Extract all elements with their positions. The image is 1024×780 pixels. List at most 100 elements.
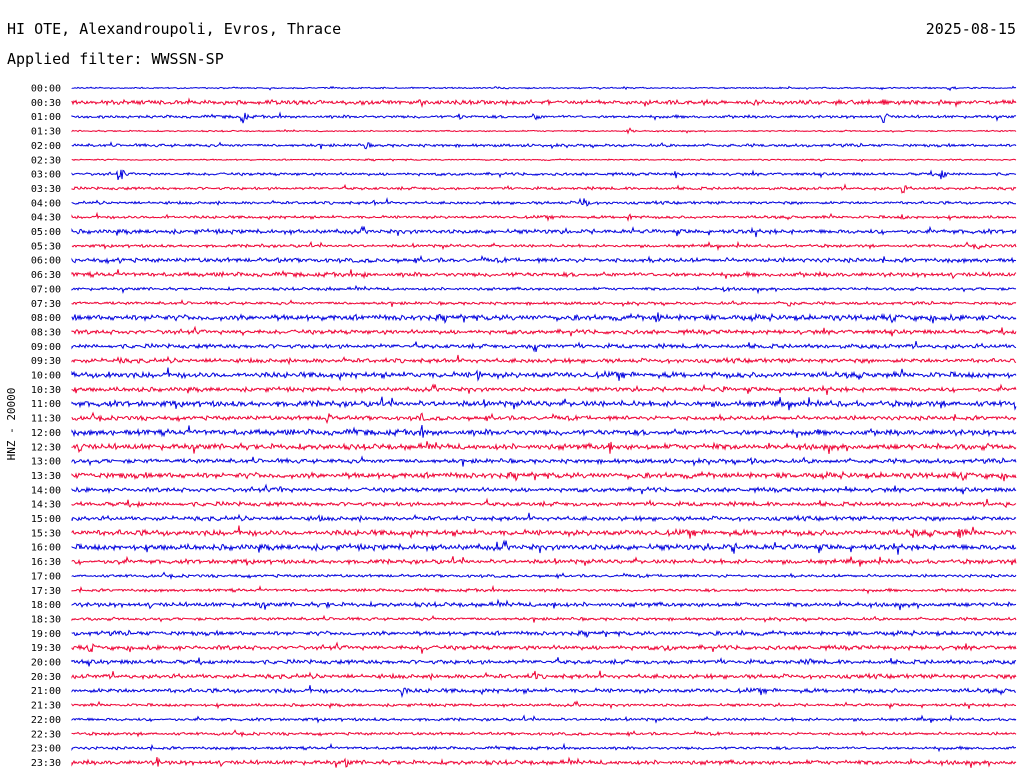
trace-line: [71, 141, 1017, 150]
time-tick-label: 02:00: [31, 141, 61, 152]
trace-line: [71, 299, 1017, 308]
trace-line: [71, 269, 1017, 280]
trace-line: [71, 411, 1017, 425]
y-axis-label: HNZ - 20000: [5, 388, 18, 461]
time-tick-label: 20:00: [31, 658, 61, 669]
time-tick-label: 17:00: [31, 571, 61, 582]
trace-line: [71, 714, 1017, 724]
time-tick-label: 06:30: [31, 270, 61, 281]
trace-line: [71, 641, 1017, 654]
trace-line: [71, 497, 1017, 509]
time-tick-label: 20:30: [31, 672, 61, 683]
time-tick-label: 22:00: [31, 715, 61, 726]
time-tick-label: 04:00: [31, 198, 61, 209]
trace-line: [71, 340, 1017, 353]
trace-line: [71, 571, 1017, 580]
trace-line: [71, 367, 1017, 382]
trace-line: [71, 169, 1017, 181]
trace-line: [71, 455, 1017, 467]
time-tick-label: 06:00: [31, 256, 61, 267]
trace-line: [71, 240, 1017, 252]
station-title: HI OTE, Alexandroupoli, Evros, Thrace: [7, 20, 342, 38]
time-tick-label: 21:00: [31, 686, 61, 697]
trace-line: [71, 700, 1017, 710]
trace-line: [71, 729, 1017, 738]
trace-line: [71, 383, 1017, 395]
time-tick-label: 07:30: [31, 299, 61, 310]
time-tick-label: 15:00: [31, 514, 61, 525]
trace-line: [71, 97, 1017, 108]
trace-line: [71, 197, 1016, 207]
time-tick-label: 01:00: [31, 112, 61, 123]
time-tick-label: 03:00: [31, 170, 61, 181]
trace-line: [71, 325, 1017, 337]
trace-line: [71, 756, 1017, 768]
trace-line: [71, 614, 1017, 623]
time-tick-label: 05:00: [31, 227, 61, 238]
time-tick-label: 05:30: [31, 241, 61, 252]
trace-line: [71, 211, 1017, 222]
time-tick-label: 23:30: [31, 758, 61, 769]
time-tick-label: 14:30: [31, 500, 61, 511]
time-tick-label: 19:00: [31, 629, 61, 640]
trace-line: [71, 127, 1017, 135]
trace-line: [71, 512, 1017, 524]
trace-line: [71, 158, 1017, 163]
time-tick-label: 09:30: [31, 356, 61, 367]
trace-line: [71, 584, 1017, 595]
time-tick-label: 23:00: [31, 744, 61, 755]
trace-line: [71, 657, 1017, 667]
trace-line: [71, 470, 1017, 482]
time-tick-label: 14:00: [31, 485, 61, 496]
trace-line: [71, 111, 1017, 124]
trace-line: [71, 254, 1017, 265]
trace-line: [71, 598, 1017, 611]
trace-line: [71, 85, 1017, 92]
time-tick-label: 13:30: [31, 471, 61, 482]
time-tick-label: 04:30: [31, 213, 61, 224]
time-tick-label: 10:00: [31, 371, 61, 382]
time-tick-label: 08:30: [31, 327, 61, 338]
time-tick-label: 19:30: [31, 643, 61, 654]
time-tick-label: 03:30: [31, 184, 61, 195]
trace-line: [71, 555, 1017, 567]
time-tick-label: 08:00: [31, 313, 61, 324]
time-tick-label: 09:00: [31, 342, 61, 353]
time-tick-label: 07:00: [31, 284, 61, 295]
trace-line: [71, 483, 1017, 495]
time-tick-label: 22:30: [31, 729, 61, 740]
applied-filter: Applied filter: WWSSN-SP: [7, 50, 224, 68]
time-tick-label: 17:30: [31, 586, 61, 597]
time-tick-label: 10:30: [31, 385, 61, 396]
trace-line: [71, 539, 1017, 555]
trace-line: [71, 525, 1017, 540]
time-tick-label: 18:00: [31, 600, 61, 611]
trace-line: [71, 284, 1017, 295]
trace-line: [71, 424, 1017, 438]
time-tick-label: 12:30: [31, 442, 61, 453]
record-date: 2025-08-15: [925, 20, 1016, 38]
time-tick-label: 02:30: [31, 155, 61, 166]
time-tick-label: 12:00: [31, 428, 61, 439]
time-tick-label: 13:00: [31, 457, 61, 468]
time-tick-label: 00:30: [31, 98, 61, 109]
time-tick-label: 15:30: [31, 528, 61, 539]
time-tick-label: 18:30: [31, 614, 61, 625]
trace-line: [71, 685, 1016, 699]
trace-line: [71, 225, 1017, 238]
time-tick-label: 11:30: [31, 414, 61, 425]
trace-line: [71, 354, 1017, 366]
time-tick-labels: 00:00 00:30 01:00 01:30 02:00 02:30 03:00 03:30…: [31, 84, 61, 769]
trace-line: [71, 183, 1017, 194]
trace-line: [71, 742, 1016, 753]
trace-line: [71, 312, 1017, 325]
time-tick-label: 16:00: [31, 543, 61, 554]
time-tick-label: 16:30: [31, 557, 61, 568]
time-tick-label: 01:30: [31, 127, 61, 138]
trace-line: [71, 396, 1017, 411]
time-tick-label: 21:30: [31, 701, 61, 712]
seismic-traces: [71, 85, 1017, 768]
trace-line: [71, 441, 1017, 454]
trace-line: [71, 629, 1017, 639]
